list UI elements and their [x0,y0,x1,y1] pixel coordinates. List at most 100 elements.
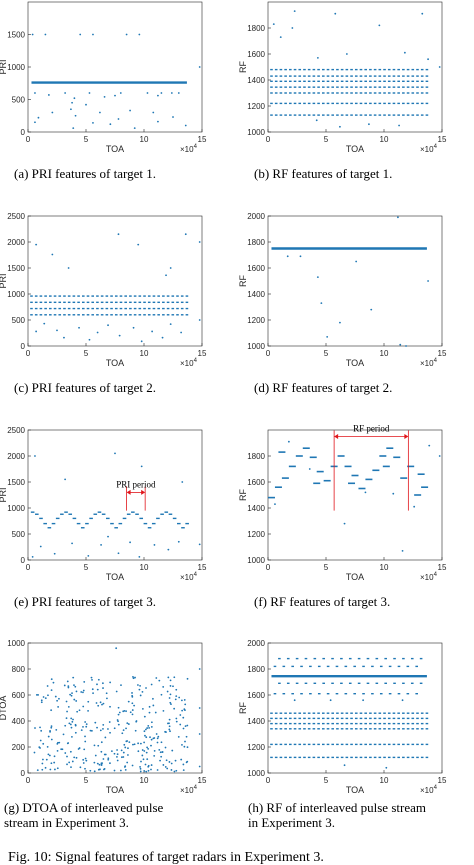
data-point [37,116,40,119]
cloud-point [127,723,130,725]
cloud-point [168,697,171,699]
cloud-point [139,694,142,697]
x-tick-label: 10 [140,563,149,572]
cloud-point [80,729,83,732]
y-tick-label: 1800 [247,665,265,674]
cloud-point [74,723,77,726]
cloud-point [113,727,116,730]
x-tick-label: 15 [198,135,207,144]
x-exponent-label: ×104 [180,785,198,795]
cloud-point [179,714,182,716]
data-point [34,455,36,457]
data-point [287,440,290,443]
y-tick-label: 2000 [7,452,25,461]
data-point [345,53,348,55]
data-point [44,33,47,36]
y-tick-label: 1500 [7,31,25,40]
data-point [160,92,163,94]
cloud-point [183,745,186,748]
cloud-point [49,730,51,733]
data-point [184,233,187,236]
data-point [129,541,131,544]
y-tick-label: 1800 [247,24,265,33]
cloud-point [171,749,174,752]
y-tick-label: 1400 [247,504,265,513]
panel-caption: (a) PRI features of target 1. [14,166,156,181]
series-marks [30,452,201,558]
cloud-point [50,725,53,728]
x-tick-label: 10 [380,776,389,785]
y-tick-label: 1500 [7,264,25,273]
data-point [39,545,42,548]
cloud-point [150,726,153,728]
data-point [114,452,116,455]
data-point [117,118,120,120]
cloud-point [97,678,100,681]
cloud-point [173,676,176,679]
data-point [137,243,140,246]
cloud-point [91,678,93,681]
cloud-point [173,707,176,710]
cloud-point [162,709,165,712]
panel-caption: (f) RF features of target 3. [254,594,390,609]
cloud-point [113,752,116,755]
y-axis-label: PRI [0,487,8,502]
cloud-point [170,762,173,765]
data-point [421,12,424,15]
cloud-point [152,704,155,707]
data-point [279,36,282,38]
cloud-point [73,756,76,759]
cloud-point [126,722,129,725]
cloud-point [154,711,157,714]
data-point [72,127,75,129]
cloud-point [141,690,144,693]
cloud-point [82,725,84,728]
cloud-point [100,762,103,765]
x-axis-label: TOA [346,572,364,582]
cloud-point [174,759,177,762]
y-tick-label: 1200 [247,743,265,752]
data-point [114,94,116,97]
cloud-point [70,694,73,697]
data-point [339,321,341,324]
series-marks [33,647,201,773]
x-tick-label: 0 [26,349,31,358]
data-point [31,33,34,36]
cloud-point [175,688,178,691]
cloud-point [125,727,127,730]
cloud-point [106,697,108,700]
data-point [117,552,120,555]
data-point [378,24,381,27]
cloud-point [157,735,160,738]
y-tick-label: 1000 [7,639,25,648]
data-point [67,267,70,269]
cloud-point [183,699,186,701]
cloud-point [55,729,58,731]
cloud-point [145,770,148,773]
cloud-point [169,701,172,704]
cloud-point [96,726,98,729]
cloud-point [67,686,70,689]
cloud-point [124,765,127,768]
data-point [343,522,346,525]
cloud-point [85,723,88,726]
data-point [99,111,101,114]
cloud-point [99,768,101,771]
x-axis-label: TOA [106,358,124,368]
panel-8: 0 5 10 15 1000 1200 1400 1600 1800 2000 TOA RF ×104 (… [238,639,447,830]
data-point [107,535,109,538]
cloud-point [104,736,107,739]
panel-caption: (g) DTOA of interleaved pulse [4,800,164,815]
cloud-point [109,731,111,734]
cloud-point [52,681,55,684]
x-axis-label: TOA [106,572,124,582]
cloud-point [148,705,151,708]
data-point [71,542,73,545]
cloud-point [83,681,86,683]
cloud-point [40,701,43,704]
data-point [140,465,143,468]
cloud-point [182,769,185,771]
cloud-point [149,736,151,739]
cloud-point [143,741,146,744]
cloud-point [41,768,44,771]
